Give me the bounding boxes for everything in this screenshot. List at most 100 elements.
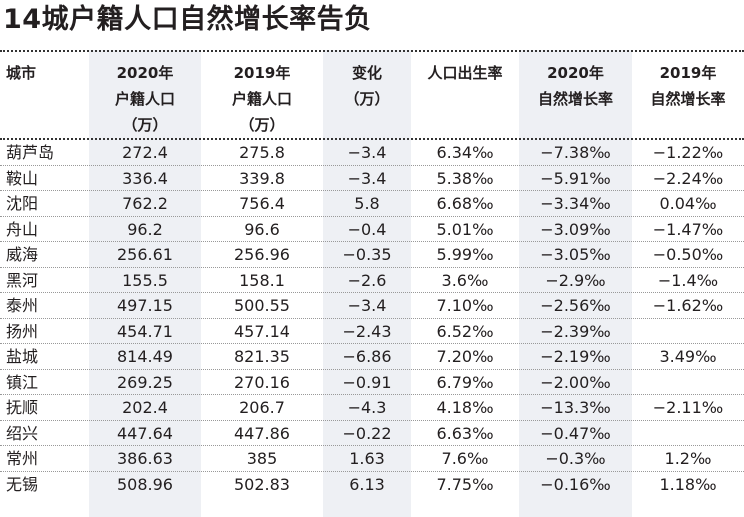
column-header-growth2019: 2019年自然增长率 xyxy=(632,60,744,112)
column-header-change: 变化 （万） xyxy=(323,60,411,112)
column-header-line: 2019年 xyxy=(659,64,717,82)
cell-city: 盐城 xyxy=(6,347,39,366)
cell-pop2019: 385 xyxy=(246,449,278,468)
cell-growth2019: −1.22‰ xyxy=(652,143,724,162)
column-header-line: 自然增长率 xyxy=(650,90,726,108)
cell-pop2019: 502.83 xyxy=(234,474,290,494)
cell-change: −2.6 xyxy=(347,270,387,290)
column-shade-growth2020 xyxy=(519,50,632,517)
cell-birth_rate: 5.01‰ xyxy=(436,219,494,239)
cell-growth2020: −7.38‰ xyxy=(540,143,611,162)
cell-growth2020: −2.39‰ xyxy=(540,321,611,341)
cell-change: 1.63 xyxy=(349,449,385,468)
cell-change: −2.43 xyxy=(342,321,392,341)
cell-change: −0.91 xyxy=(342,372,392,392)
table-row: 威海 256.61 256.96 −0.35 5.99‰ −3.05‰ −0.50‰ xyxy=(0,242,744,268)
column-header-line: （万） xyxy=(239,116,285,134)
cell-pop2019: 821.35 xyxy=(234,347,290,366)
cell-change: −0.35 xyxy=(342,245,392,264)
cell-pop2019: 275.8 xyxy=(239,143,285,162)
cell-pop2020: 272.4 xyxy=(122,143,168,162)
cell-pop2020: 256.61 xyxy=(117,245,173,264)
cell-pop2019: 96.6 xyxy=(244,219,280,239)
table-row: 葫芦岛 272.4 275.8 −3.4 6.34‰ −7.38‰ −1.22‰ xyxy=(0,140,744,166)
cell-city: 葫芦岛 xyxy=(6,143,55,162)
cell-pop2019: 158.1 xyxy=(239,270,285,290)
column-header-pop2020: 2020年户籍人口 （万） xyxy=(89,60,201,138)
cell-change: −3.4 xyxy=(347,296,387,315)
cell-city: 常州 xyxy=(6,449,39,468)
cell-pop2019: 457.14 xyxy=(234,321,290,341)
column-header-growth2020: 2020年 自然增长率 xyxy=(519,60,632,112)
table-row: 黑河 155.5 158.1 −2.6 3.6‰ −2.9‰ −1.4‰ xyxy=(0,268,744,293)
table-row: 镇江 269.25 270.16 −0.91 6.79‰ −2.00‰ xyxy=(0,370,744,395)
column-shade-change xyxy=(323,50,411,517)
cell-pop2020: 814.49 xyxy=(117,347,173,366)
cell-growth2019: 3.49‰ xyxy=(659,347,717,366)
column-header-line: 2020年 xyxy=(116,64,174,82)
cell-birth_rate: 5.38‰ xyxy=(436,168,494,188)
column-header-line: 人口出生率 xyxy=(427,64,503,82)
table-row: 扬州 454.71 457.14 −2.43 6.52‰ −2.39‰ xyxy=(0,319,744,344)
table-body: 葫芦岛 272.4 275.8 −3.4 6.34‰ −7.38‰ −1.22‰ 鞍山 336.… xyxy=(0,140,744,497)
cell-pop2019: 756.4 xyxy=(239,194,285,213)
top-rule xyxy=(0,50,744,52)
cell-pop2019: 500.55 xyxy=(234,296,290,315)
cell-change: −4.3 xyxy=(347,398,387,417)
cell-pop2020: 155.5 xyxy=(122,270,168,290)
table-row: 常州 386.63 385 1.63 7.6‰ −0.3‰ 1.2‰ xyxy=(0,446,744,472)
cell-growth2020: −5.91‰ xyxy=(540,168,611,188)
cell-pop2020: 386.63 xyxy=(117,449,173,468)
cell-city: 威海 xyxy=(6,245,39,264)
cell-pop2020: 497.15 xyxy=(117,296,173,315)
cell-growth2019: 1.2‰ xyxy=(664,449,712,468)
cell-growth2020: −3.34‰ xyxy=(540,194,611,213)
column-header-line: （万） xyxy=(122,116,168,134)
table-row: 抚顺 202.4 206.7 −4.3 4.18‰ −13.3‰ −2.11‰ xyxy=(0,395,744,421)
column-shade-pop2020 xyxy=(89,50,201,517)
table-row: 盐城 814.49 821.35 −6.86 7.20‰ −2.19‰ 3.49‰ xyxy=(0,344,744,370)
cell-pop2019: 339.8 xyxy=(239,168,285,188)
column-header-line: 2019年 xyxy=(233,64,291,82)
column-header-line: 户籍人口 xyxy=(231,90,292,108)
cell-pop2019: 270.16 xyxy=(234,372,290,392)
column-header-line: 城市 xyxy=(6,64,37,82)
cell-change: 5.8 xyxy=(354,194,380,213)
cell-city: 绍兴 xyxy=(6,423,39,443)
cell-growth2019: −1.62‰ xyxy=(652,296,724,315)
cell-growth2020: −2.9‰ xyxy=(545,270,606,290)
cell-growth2019: 1.18‰ xyxy=(659,474,717,494)
cell-growth2019: −1.47‰ xyxy=(652,219,724,239)
cell-birth_rate: 5.99‰ xyxy=(436,245,494,264)
cell-city: 黑河 xyxy=(6,270,39,290)
cell-birth_rate: 7.10‰ xyxy=(436,296,494,315)
cell-pop2019: 447.86 xyxy=(234,423,290,443)
cell-pop2020: 508.96 xyxy=(117,474,173,494)
cell-city: 鞍山 xyxy=(6,168,39,188)
cell-growth2019: −2.24‰ xyxy=(652,168,724,188)
cell-growth2020: −2.56‰ xyxy=(540,296,611,315)
column-header-line: 户籍人口 xyxy=(114,90,175,108)
cell-change: −0.4 xyxy=(347,219,387,239)
cell-growth2019 xyxy=(632,319,744,344)
column-header-birth_rate: 人口出生率 xyxy=(411,60,519,86)
cell-city: 镇江 xyxy=(6,372,39,392)
cell-birth_rate: 3.6‰ xyxy=(441,270,489,290)
table-row: 沈阳 762.2 756.4 5.8 6.68‰ −3.34‰ 0.04‰ xyxy=(0,191,744,217)
table-row: 舟山 96.2 96.6 −0.4 5.01‰ −3.09‰ −1.47‰ xyxy=(0,217,744,242)
column-header-line: （万） xyxy=(344,90,390,108)
cell-pop2020: 336.4 xyxy=(122,168,168,188)
cell-birth_rate: 7.6‰ xyxy=(441,449,489,468)
cell-birth_rate: 6.79‰ xyxy=(436,372,494,392)
cell-growth2019: −0.50‰ xyxy=(652,245,724,264)
cell-pop2020: 447.64 xyxy=(117,423,173,443)
cell-city: 舟山 xyxy=(6,219,39,239)
cell-city: 抚顺 xyxy=(6,398,39,417)
cell-change: 6.13 xyxy=(349,474,385,494)
cell-birth_rate: 6.63‰ xyxy=(436,423,494,443)
cell-pop2020: 202.4 xyxy=(122,398,168,417)
cell-pop2020: 762.2 xyxy=(122,194,168,213)
cell-growth2020: −0.47‰ xyxy=(540,423,611,443)
cell-birth_rate: 7.75‰ xyxy=(436,474,494,494)
table-row: 泰州 497.15 500.55 −3.4 7.10‰ −2.56‰ −1.62‰ xyxy=(0,293,744,319)
